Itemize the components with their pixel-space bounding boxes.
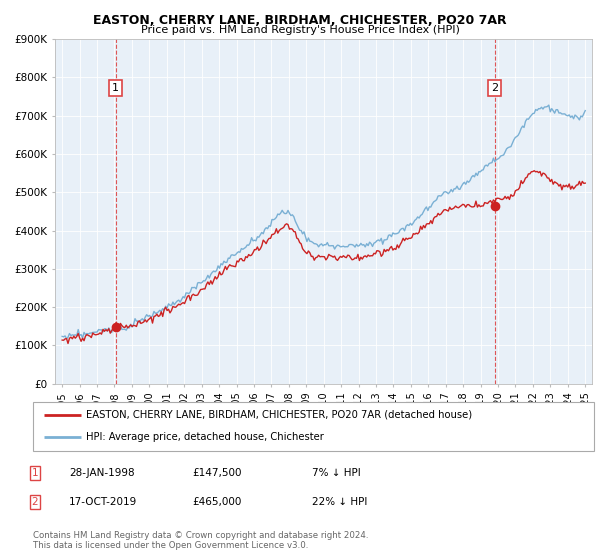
Text: 22% ↓ HPI: 22% ↓ HPI [312,497,367,507]
FancyBboxPatch shape [33,402,594,451]
Text: HPI: Average price, detached house, Chichester: HPI: Average price, detached house, Chic… [86,432,324,442]
Text: £147,500: £147,500 [192,468,241,478]
Text: 17-OCT-2019: 17-OCT-2019 [69,497,137,507]
Text: 7% ↓ HPI: 7% ↓ HPI [312,468,361,478]
Text: EASTON, CHERRY LANE, BIRDHAM, CHICHESTER, PO20 7AR: EASTON, CHERRY LANE, BIRDHAM, CHICHESTER… [93,14,507,27]
Text: 2: 2 [491,83,498,93]
Text: 1: 1 [31,468,38,478]
Text: 1: 1 [112,83,119,93]
Text: 28-JAN-1998: 28-JAN-1998 [69,468,134,478]
Text: EASTON, CHERRY LANE, BIRDHAM, CHICHESTER, PO20 7AR (detached house): EASTON, CHERRY LANE, BIRDHAM, CHICHESTER… [86,410,472,420]
Text: 2: 2 [31,497,38,507]
Text: Contains HM Land Registry data © Crown copyright and database right 2024.
This d: Contains HM Land Registry data © Crown c… [33,531,368,550]
Text: Price paid vs. HM Land Registry's House Price Index (HPI): Price paid vs. HM Land Registry's House … [140,25,460,35]
Text: £465,000: £465,000 [192,497,241,507]
